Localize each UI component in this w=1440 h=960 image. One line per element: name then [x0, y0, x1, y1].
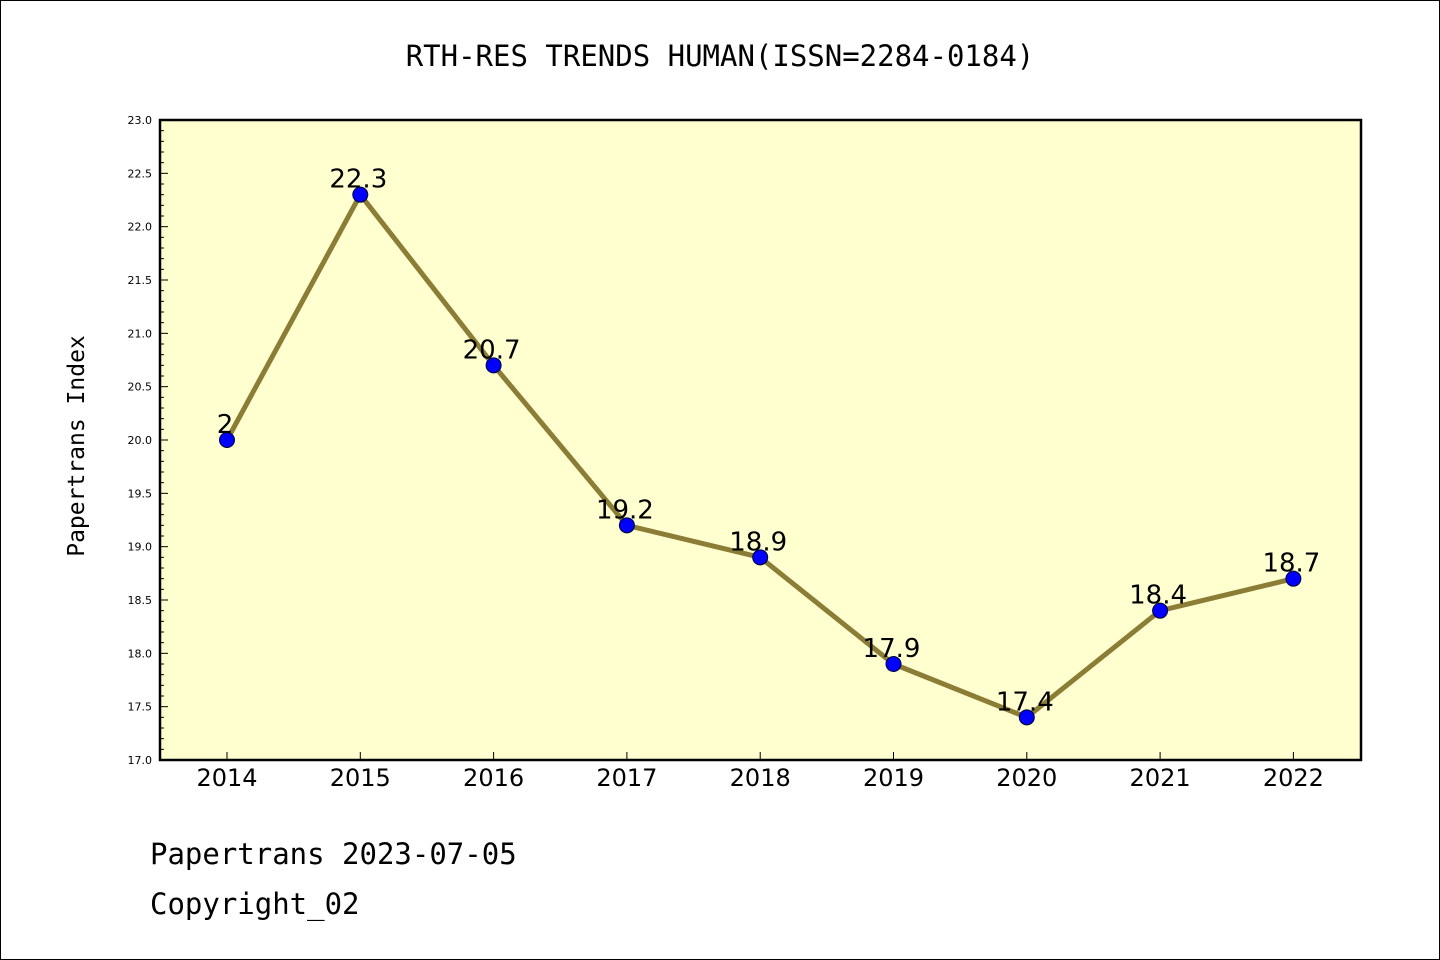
- y-tick-label: 22.0: [128, 221, 153, 234]
- y-tick-label: 20.0: [128, 434, 153, 447]
- plot-area: [158, 118, 1363, 762]
- data-labels: 2 22.3 20.7 19.2 18.9 17.9 17.4 18.4 18.7: [217, 165, 1321, 718]
- x-tick-label: 2021: [1130, 764, 1191, 792]
- chart-title: RTH-RES TRENDS HUMAN(ISSN=2284-0184): [406, 39, 1035, 73]
- data-point-marker: [1285, 570, 1302, 587]
- x-tick-label: 2022: [1263, 764, 1324, 792]
- footer-copyright-text: Copyright_02: [150, 887, 360, 922]
- y-tick-label: 23.0: [128, 114, 153, 127]
- data-point-marker: [219, 432, 235, 448]
- data-label: 20.7: [463, 335, 521, 365]
- x-tick-label: 2019: [863, 764, 924, 792]
- data-label: 2: [217, 410, 234, 440]
- x-tick-label: 2017: [596, 764, 657, 792]
- data-point-marker: [618, 517, 635, 534]
- data-point-marker: [752, 549, 769, 566]
- x-axis: 2014 2015 2016 2017 2018 2019 2020 2021 2022: [196, 752, 1324, 792]
- y-tick-label: 22.5: [128, 167, 153, 180]
- data-label: 18.9: [729, 527, 787, 557]
- y-tick-label: 21.5: [128, 274, 153, 287]
- data-label: 18.4: [1129, 581, 1187, 611]
- data-point-marker: [885, 656, 902, 672]
- y-tick-label: 19.0: [128, 541, 153, 554]
- data-point-marker: [1018, 709, 1035, 726]
- x-tick-label: 2018: [730, 764, 791, 792]
- y-tick-label: 21.0: [128, 327, 153, 340]
- y-tick-label: 18.5: [128, 594, 153, 607]
- data-label: 17.4: [996, 687, 1054, 717]
- data-point-marker: [1152, 602, 1169, 619]
- data-label: 17.9: [863, 634, 921, 664]
- data-label: 18.7: [1262, 549, 1320, 579]
- y-axis-label: Papertrans Index: [64, 335, 90, 557]
- y-tick-label: 20.5: [128, 381, 153, 394]
- data-label: 19.2: [596, 495, 654, 525]
- x-tick-label: 2014: [196, 764, 257, 792]
- data-point-marker: [352, 186, 369, 203]
- y-tick-label: 17.5: [128, 701, 153, 714]
- data-markers: [219, 186, 1302, 726]
- x-tick-label: 2016: [463, 764, 524, 792]
- y-tick-label: 19.5: [128, 487, 153, 500]
- y-tick-label: 17.0: [128, 754, 153, 767]
- x-tick-label: 2015: [330, 764, 391, 792]
- y-axis: 17.0 17.5 18.0 18.5 19.0 19.5 20.0 20.5 21.0 21.5…: [128, 114, 168, 767]
- y-tick-label: 18.0: [128, 647, 153, 660]
- data-point-marker: [485, 357, 502, 374]
- footer-date-text: Papertrans 2023-07-05: [150, 837, 517, 871]
- data-label: 22.3: [329, 165, 387, 195]
- x-tick-label: 2020: [996, 764, 1057, 792]
